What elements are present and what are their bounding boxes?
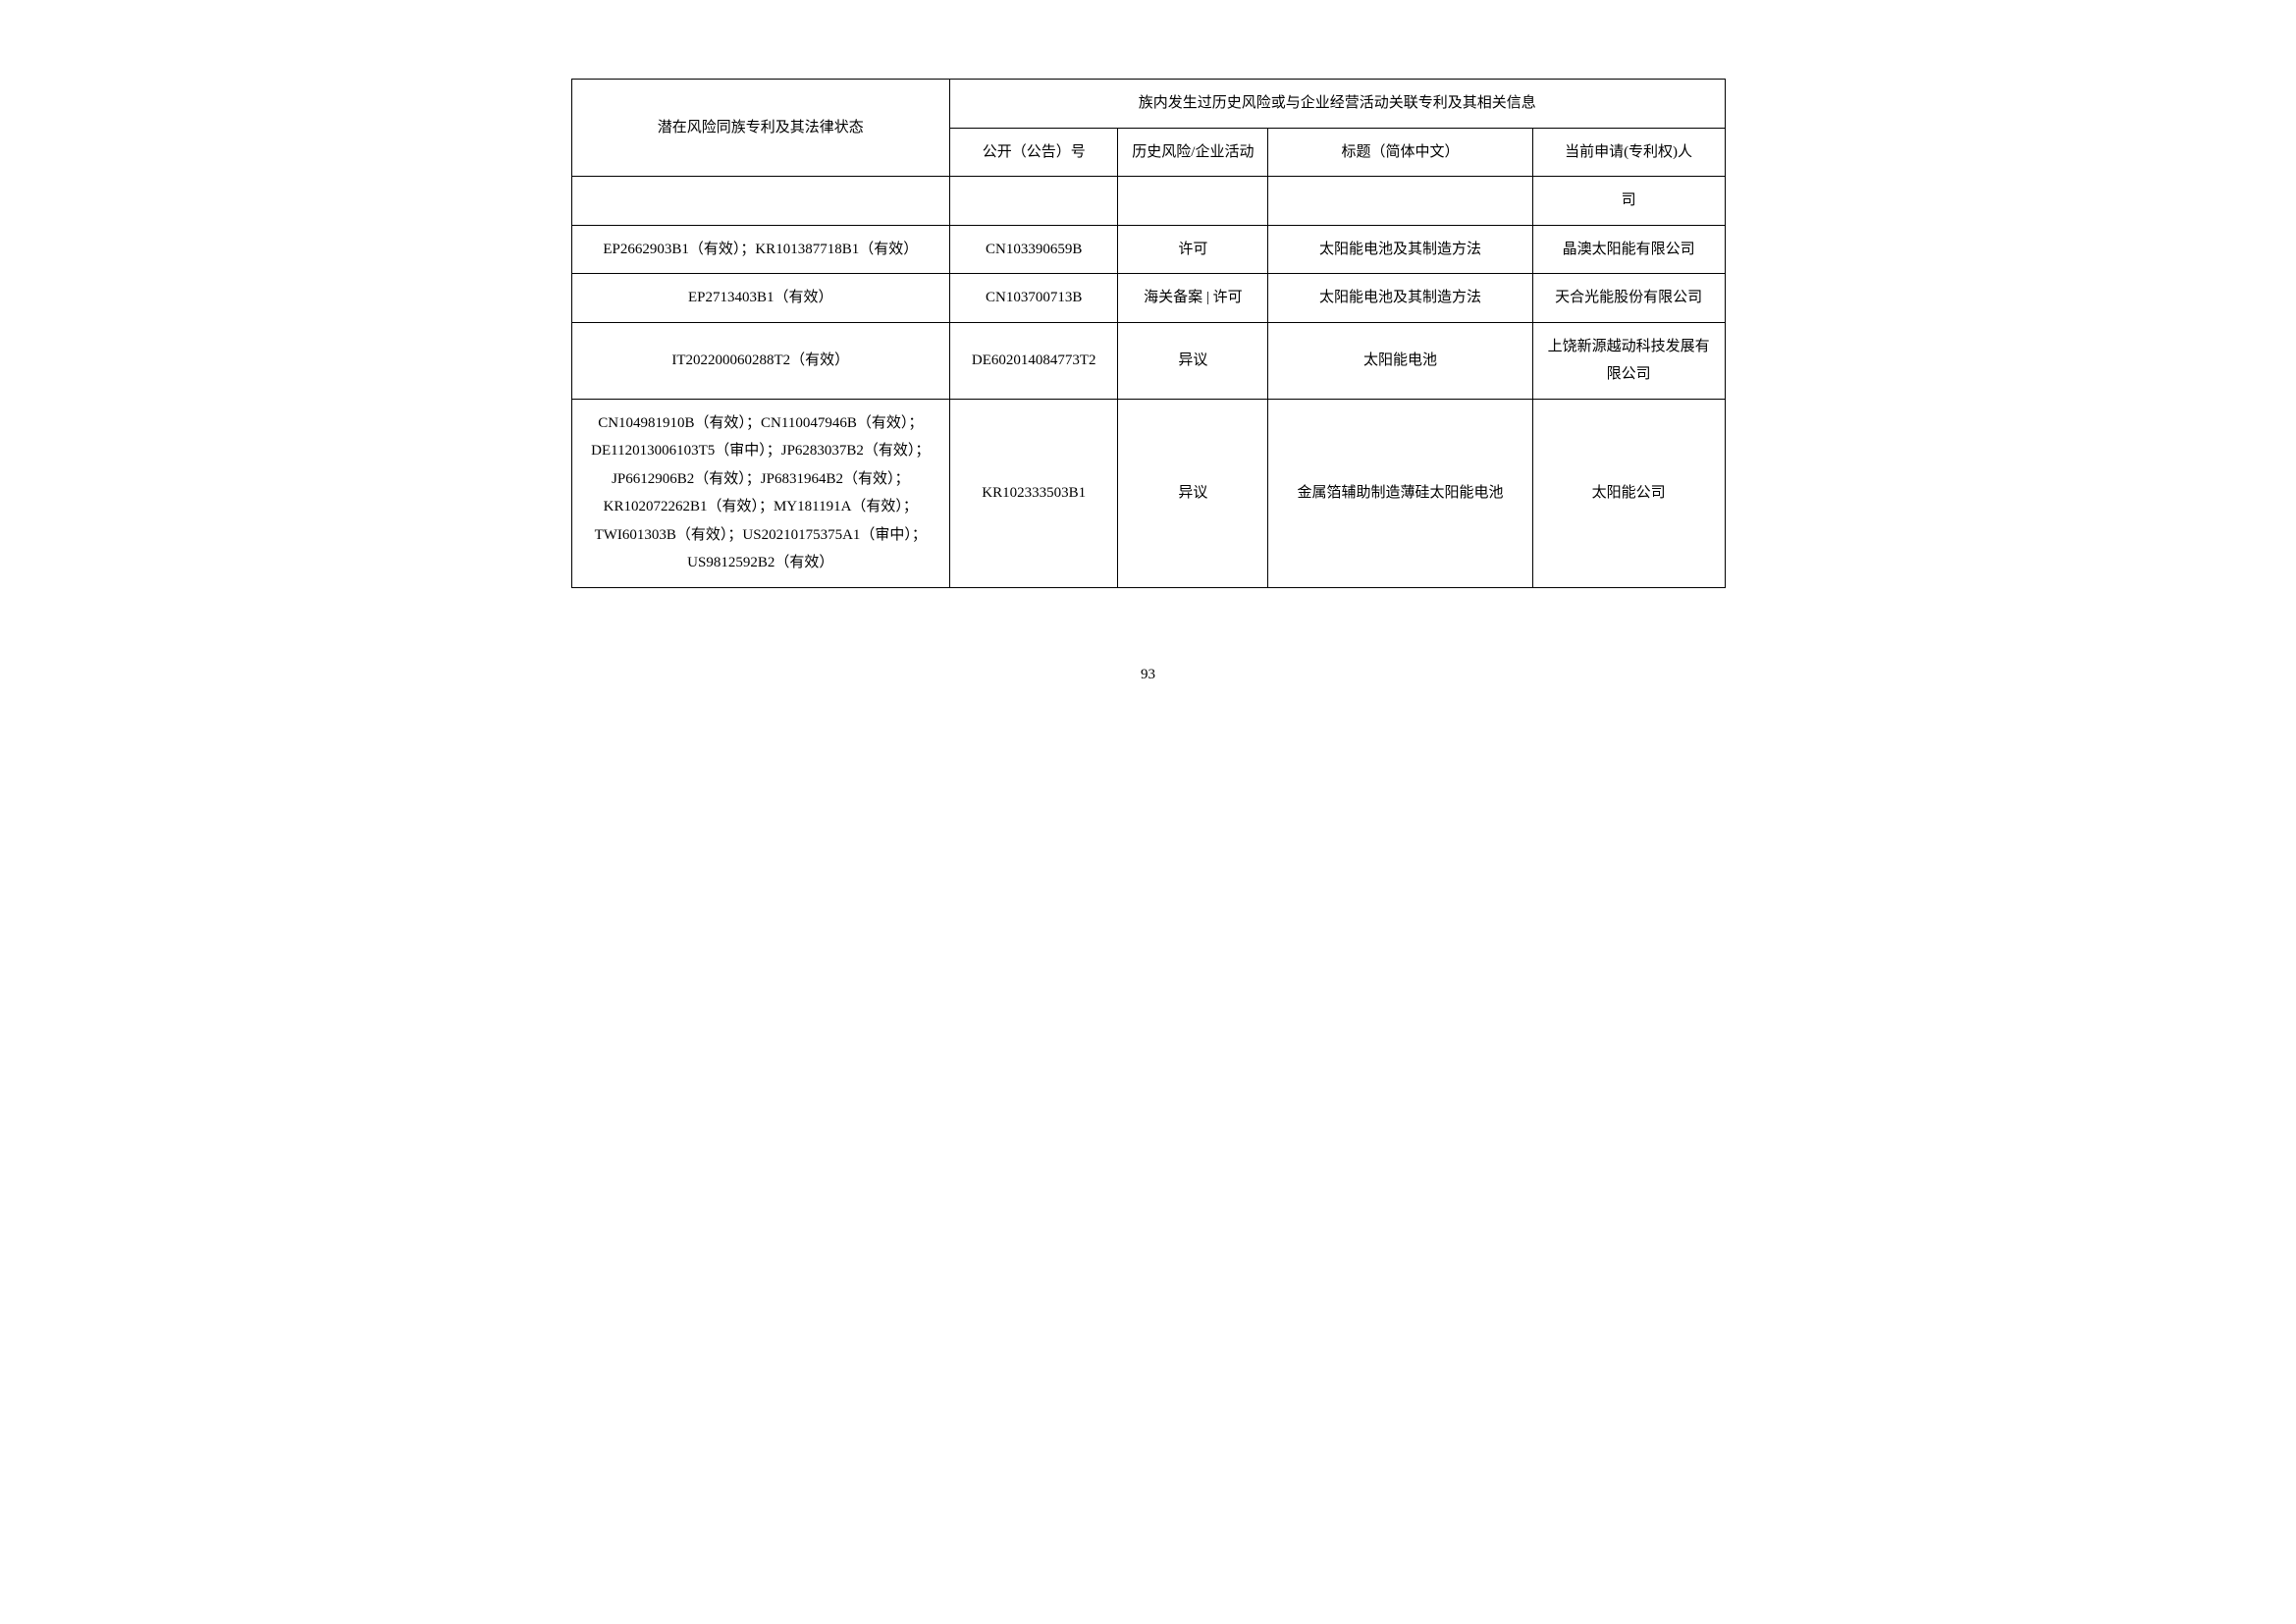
cell-title: 太阳能电池及其制造方法 (1268, 225, 1532, 274)
page-number: 93 (571, 667, 1726, 683)
cell-risk-activity: 异议 (1118, 399, 1268, 587)
cell-applicant: 上饶新源越动科技发展有限公司 (1532, 322, 1725, 399)
cell-patent-status: EP2662903B1（有效）；KR101387718B1（有效） (571, 225, 950, 274)
cell-risk-activity (1118, 177, 1268, 226)
cell-patent-status: EP2713403B1（有效） (571, 274, 950, 323)
cell-applicant: 晶澳太阳能有限公司 (1532, 225, 1725, 274)
table-row: IT202200060288T2（有效） DE602014084773T2 异议… (571, 322, 1725, 399)
table-row: CN104981910B（有效）；CN110047946B（有效）；DE1120… (571, 399, 1725, 587)
cell-risk-activity: 异议 (1118, 322, 1268, 399)
cell-title (1268, 177, 1532, 226)
cell-applicant: 太阳能公司 (1532, 399, 1725, 587)
cell-risk-activity: 海关备案 | 许可 (1118, 274, 1268, 323)
cell-publication-no: KR102333503B1 (950, 399, 1118, 587)
header-col1: 潜在风险同族专利及其法律状态 (571, 80, 950, 177)
cell-title: 太阳能电池 (1268, 322, 1532, 399)
header-sub-col4: 当前申请(专利权)人 (1532, 128, 1725, 177)
cell-patent-status: CN104981910B（有效）；CN110047946B（有效）；DE1120… (571, 399, 950, 587)
cell-applicant: 司 (1532, 177, 1725, 226)
header-sub-col2: 历史风险/企业活动 (1118, 128, 1268, 177)
table-row: 司 (571, 177, 1725, 226)
cell-title: 太阳能电池及其制造方法 (1268, 274, 1532, 323)
patent-risk-table: 潜在风险同族专利及其法律状态 族内发生过历史风险或与企业经营活动关联专利及其相关… (571, 79, 1726, 588)
cell-patent-status (571, 177, 950, 226)
cell-publication-no: CN103390659B (950, 225, 1118, 274)
table-row: EP2662903B1（有效）；KR101387718B1（有效） CN1033… (571, 225, 1725, 274)
header-sub-col1: 公开（公告）号 (950, 128, 1118, 177)
table-row: EP2713403B1（有效） CN103700713B 海关备案 | 许可 太… (571, 274, 1725, 323)
cell-risk-activity: 许可 (1118, 225, 1268, 274)
cell-title: 金属箔辅助制造薄硅太阳能电池 (1268, 399, 1532, 587)
header-col-group: 族内发生过历史风险或与企业经营活动关联专利及其相关信息 (950, 80, 1725, 129)
header-sub-col3: 标题（简体中文） (1268, 128, 1532, 177)
cell-publication-no: CN103700713B (950, 274, 1118, 323)
cell-applicant: 天合光能股份有限公司 (1532, 274, 1725, 323)
cell-patent-status: IT202200060288T2（有效） (571, 322, 950, 399)
cell-publication-no: DE602014084773T2 (950, 322, 1118, 399)
cell-publication-no (950, 177, 1118, 226)
